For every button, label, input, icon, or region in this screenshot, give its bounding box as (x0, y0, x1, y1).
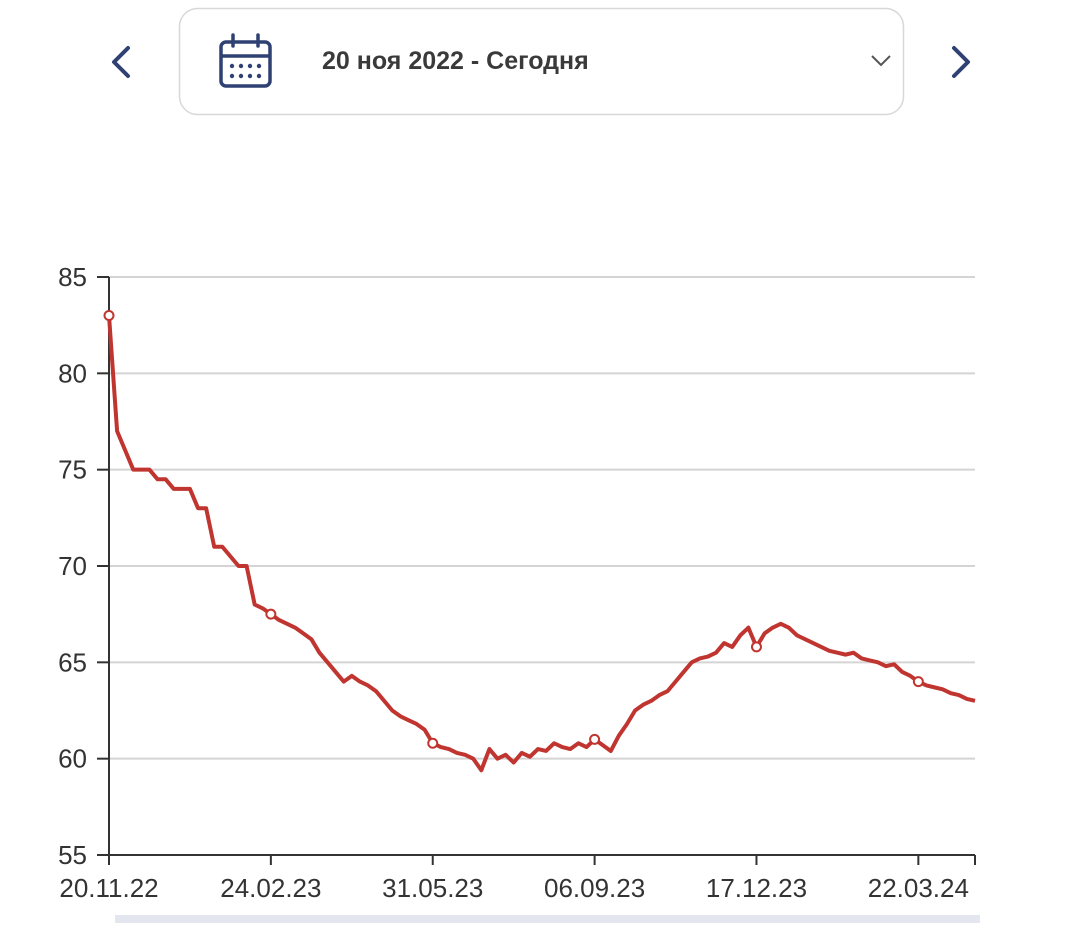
data-point (103, 310, 115, 322)
calendar-icon (219, 33, 272, 88)
y-tick-label: 55 (58, 840, 87, 870)
y-tick-label: 80 (58, 358, 87, 388)
scroll-bar (115, 915, 980, 923)
x-tick-label: 20.11.22 (59, 873, 158, 903)
data-point (589, 733, 601, 745)
x-tick-label: 22.03.24 (868, 873, 969, 903)
data-line (107, 315, 976, 773)
y-tick-label: 70 (58, 551, 87, 581)
data-point (427, 737, 439, 749)
date-range: 20 ноя 2022 - Сегодня (322, 47, 589, 75)
data-point (750, 641, 762, 653)
x-tick-label: 06.09.23 (544, 873, 645, 903)
y-tick-label: 75 (58, 455, 87, 485)
y-tick-label: 65 (58, 647, 87, 677)
data-point (912, 676, 924, 688)
y-tick-label: 60 (58, 744, 87, 774)
prev-button[interactable] (112, 46, 130, 78)
dropdown-arrow (871, 55, 891, 67)
next-button[interactable] (952, 46, 970, 78)
date-dropdown[interactable] (178, 7, 905, 116)
x-tick-label: 17.12.23 (706, 873, 807, 903)
chart: 55 60 65 70 75 80 85 20.11.22 24.02.23 31.05.23 06… (58, 262, 976, 903)
x-tick-label: 24.02.23 (220, 873, 321, 903)
y-tick-label: 85 (58, 262, 87, 292)
x-tick-label: 31.05.23 (382, 873, 483, 903)
data-point (265, 608, 277, 620)
